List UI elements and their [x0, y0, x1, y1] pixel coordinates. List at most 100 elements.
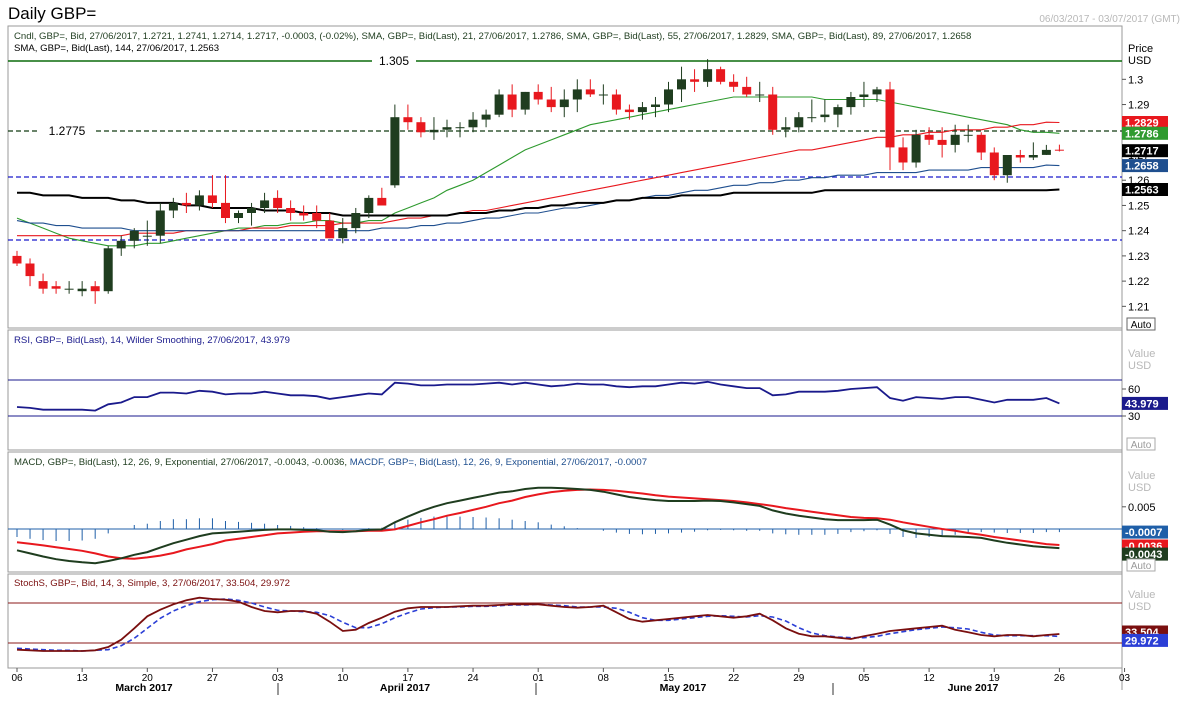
candle-body	[520, 91, 530, 110]
month-label: April 2017	[380, 682, 430, 694]
candle-body	[325, 220, 335, 239]
sma55-tag-bg	[1122, 116, 1168, 129]
y-tick-label: 1.21	[1128, 301, 1149, 313]
main-auto-label: Auto	[1131, 320, 1152, 331]
candle-body	[963, 134, 973, 136]
candle-body	[1015, 155, 1025, 158]
date-range: 06/03/2017 - 03/07/2017 (GMT)	[1039, 14, 1180, 25]
macd-auto-button[interactable]	[1126, 558, 1156, 572]
candle-body	[494, 94, 504, 115]
stoch-legend: StochS, GBP=, Bid, 14, 3, Simple, 3, 27/…	[14, 578, 290, 589]
candle-body	[911, 134, 921, 163]
candle-body	[181, 202, 191, 206]
macd-y-tick-label: 0.005	[1128, 502, 1156, 514]
candle-body	[364, 197, 374, 213]
x-tick-label: 22	[728, 673, 740, 684]
macd-panel-frame	[7, 451, 1123, 573]
rsi-y-tick-label: 30	[1128, 411, 1140, 423]
candle-body	[312, 213, 322, 221]
macd-y-axis: 0.005	[1122, 502, 1156, 514]
price-tag: 1.2717	[1125, 146, 1159, 158]
candle-body	[976, 134, 986, 153]
level-label-1305: 1.305	[379, 54, 409, 68]
candle-body	[299, 213, 309, 216]
candle-body	[168, 202, 178, 211]
price-tag-bg	[1122, 144, 1168, 158]
candle-body	[338, 228, 348, 239]
candle-body	[872, 89, 882, 95]
date-axis: 06 13 20 27 03 10 17 24 01 08 15 22 29 05 12 19 26 03 Marc…	[11, 668, 1131, 695]
macd-auto-label: Auto	[1131, 561, 1152, 572]
sma21-tag-bg	[1122, 126, 1168, 140]
macd-hist-tag: -0.0007	[1125, 527, 1162, 539]
main-candles	[12, 59, 1064, 304]
rsi-line	[16, 380, 1060, 412]
rsi-y-tick-label: 60	[1128, 384, 1140, 396]
candle-body	[442, 127, 452, 130]
macd-line	[16, 486, 1060, 565]
main-levels	[8, 60, 1122, 241]
y-tick-label: 1.22	[1128, 276, 1149, 288]
x-tick-label: 03	[272, 673, 284, 684]
y-tick-label: 1.23	[1128, 251, 1149, 263]
candle-body	[247, 208, 256, 213]
candle-body	[716, 69, 726, 82]
candle-body	[129, 230, 139, 241]
month-label: May 2017	[660, 682, 707, 694]
candle-body	[820, 114, 830, 118]
chart-title: Daily GBP=	[8, 4, 96, 23]
candle-body	[260, 200, 270, 208]
candle-body	[103, 248, 113, 292]
x-tick-label: 03	[1119, 673, 1131, 684]
candle-body	[611, 94, 621, 110]
candle-body	[25, 263, 35, 277]
candle-body	[898, 147, 908, 163]
candle-body	[1002, 155, 1012, 176]
rsi-panel-frame	[7, 329, 1123, 451]
candle-body	[51, 286, 61, 289]
sma-line-1	[16, 96, 1060, 247]
candle-body	[755, 94, 765, 96]
candle-body	[546, 99, 556, 108]
rsi-auto-label: Auto	[1131, 440, 1152, 451]
candle-body	[416, 122, 426, 133]
sma89-tag: 1.2658	[1125, 161, 1159, 173]
macd-value-tags: -0.0007-0.0036-0.0043	[1122, 525, 1168, 561]
candle-body	[624, 109, 634, 113]
candle-body	[768, 94, 778, 130]
sma144-tag: 1.2563	[1125, 185, 1159, 197]
main-auto-button[interactable]	[1126, 317, 1156, 331]
rsi-ref-lines	[8, 379, 1122, 417]
macd-axis-title: Value	[1128, 470, 1155, 482]
macd-line-tag-bg	[1122, 547, 1168, 561]
main-legend-line2: SMA, GBP=, Bid(Last), 144, 27/06/2017, 1…	[14, 43, 219, 54]
candle-body	[794, 117, 804, 128]
macd-lines	[8, 486, 1122, 565]
candle-body	[12, 255, 22, 264]
rsi-auto-button[interactable]	[1126, 437, 1156, 451]
candle-body	[651, 104, 660, 107]
main-axis-title: Price	[1128, 43, 1153, 55]
candle-body	[950, 134, 960, 145]
y-tick-label: 1.29	[1128, 100, 1149, 112]
stoch-ref-lines	[8, 602, 1122, 644]
candle-body	[273, 197, 283, 208]
candle-body	[533, 91, 543, 100]
x-tick-label: 26	[1054, 673, 1066, 684]
candle-body	[729, 81, 739, 87]
rsi-lines	[16, 380, 1060, 412]
month-label: June 2017	[948, 682, 999, 694]
candle-body	[664, 89, 673, 105]
rsi-y-axis: 60 30	[1122, 384, 1140, 423]
main-legend-line1: Cndl, GBP=, Bid, 27/06/2017, 1.2721, 1.2…	[14, 31, 971, 42]
candle-body	[637, 107, 647, 113]
candle-body	[807, 117, 817, 119]
candle-body	[468, 119, 478, 128]
main-axis-unit: USD	[1128, 55, 1151, 67]
candle-body	[703, 69, 713, 82]
sma89-tag-bg	[1122, 159, 1168, 173]
candle-body	[833, 107, 843, 115]
candle-body	[937, 139, 947, 145]
